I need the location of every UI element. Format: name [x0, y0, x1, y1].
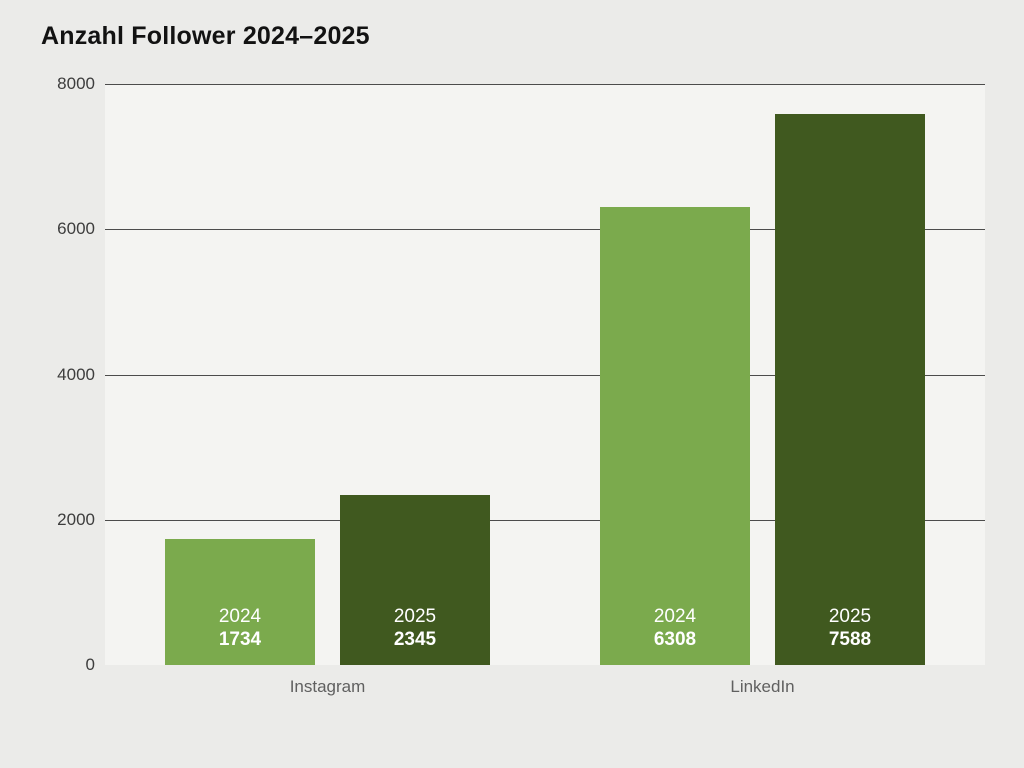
bar-value: 1734 [218, 629, 262, 650]
bar-series-name: 2024 [653, 606, 697, 627]
bar-value: 6308 [653, 629, 697, 650]
bar-label-linkedin-2024: 2024 6308 [600, 605, 750, 651]
bar-instagram-2024: 2024 1734 [165, 539, 315, 665]
bar-series-name: 2025 [828, 606, 872, 627]
bar-linkedin-2024: 2024 6308 [600, 206, 750, 665]
bar-label-linkedin-2025: 2025 7588 [775, 605, 925, 651]
bar-value: 7588 [828, 629, 872, 650]
plot-area: 0 2000 4000 6000 8000 2024 1734 2025 2345 Instagr… [57, 74, 985, 696]
bar-linkedin-2025: 2025 7588 [775, 113, 925, 665]
bar-instagram-2025: 2025 2345 [340, 494, 490, 665]
y-tick-label-4000: 4000 [57, 364, 95, 384]
bar-series-name: 2025 [393, 606, 437, 627]
x-axis-label-instagram: Instagram [289, 677, 366, 696]
y-tick-label-0: 0 [85, 655, 95, 674]
chart-title: Anzahl Follower 2024–2025 [41, 22, 370, 50]
gridline-6000 [105, 229, 985, 231]
bar-label-instagram-2024: 2024 1734 [165, 605, 315, 651]
bar-label-instagram-2025: 2025 2345 [340, 605, 490, 651]
y-tick-label-6000: 6000 [57, 219, 95, 239]
gridline-8000 [105, 84, 985, 85]
bar-series-name: 2024 [218, 606, 262, 627]
x-axis-label-linkedin: LinkedIn [730, 677, 795, 696]
gridline-2000 [105, 519, 985, 521]
y-tick-label-8000: 8000 [57, 74, 95, 93]
gridline-4000 [105, 374, 985, 376]
bar-value: 2345 [393, 629, 437, 650]
y-tick-label-2000: 2000 [57, 509, 95, 529]
